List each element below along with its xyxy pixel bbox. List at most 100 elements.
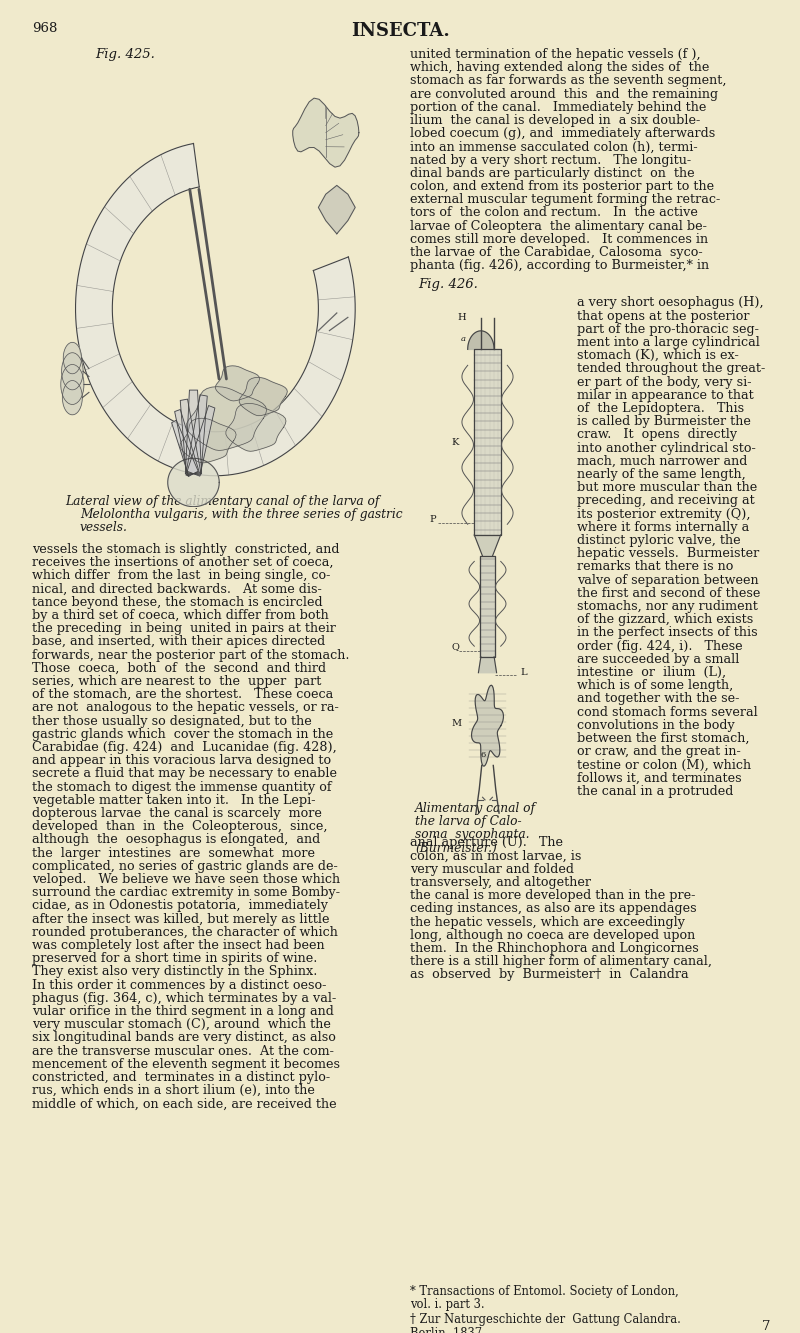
- Text: the larvae of  the Carabidae, Calosoma  syco-: the larvae of the Carabidae, Calosoma sy…: [410, 247, 702, 259]
- Text: vular orifice in the third segment in a long and: vular orifice in the third segment in a …: [32, 1005, 334, 1018]
- Text: its posterior extremity (Q),: its posterior extremity (Q),: [577, 508, 750, 521]
- Text: ceding instances, as also are its appendages: ceding instances, as also are its append…: [410, 902, 697, 916]
- Text: ilium  the canal is developed in  a six double-: ilium the canal is developed in a six do…: [410, 115, 700, 127]
- Text: base, and inserted, with their apices directed: base, and inserted, with their apices di…: [32, 636, 326, 648]
- Text: stomach (K), which is ex-: stomach (K), which is ex-: [577, 349, 738, 363]
- Text: portion of the canal.   Immediately behind the: portion of the canal. Immediately behind…: [410, 101, 706, 113]
- Text: into an immense sacculated colon (h), termi-: into an immense sacculated colon (h), te…: [410, 140, 698, 153]
- Text: Carabidae (fig. 424)  and  Lucanidae (fig. 428),: Carabidae (fig. 424) and Lucanidae (fig.…: [32, 741, 337, 754]
- Text: six longitudinal bands are very distinct, as also: six longitudinal bands are very distinct…: [32, 1032, 336, 1044]
- Text: surround the cardiac extremity in some Bomby-: surround the cardiac extremity in some B…: [32, 886, 340, 900]
- Text: the first and second of these: the first and second of these: [577, 587, 760, 600]
- Text: long, although no coeca are developed upon: long, although no coeca are developed up…: [410, 929, 695, 942]
- Text: series, which are nearest to  the  upper  part: series, which are nearest to the upper p…: [32, 674, 322, 688]
- Text: that opens at the posterior: that opens at the posterior: [577, 309, 750, 323]
- Text: there is a still higher form of alimentary canal,: there is a still higher form of alimenta…: [410, 956, 712, 968]
- Text: lobed coecum (g), and  immediately afterwards: lobed coecum (g), and immediately afterw…: [410, 127, 715, 140]
- Text: * Transactions of Entomol. Society of London,: * Transactions of Entomol. Society of Lo…: [410, 1285, 678, 1298]
- Text: middle of which, on each side, are received the: middle of which, on each side, are recei…: [32, 1097, 337, 1110]
- Text: 7: 7: [762, 1320, 770, 1333]
- Text: but more muscular than the: but more muscular than the: [577, 481, 758, 495]
- Text: valve of separation between: valve of separation between: [577, 573, 758, 587]
- Text: cidae, as in Odonestis potatoria,  immediately: cidae, as in Odonestis potatoria, immedi…: [32, 900, 328, 912]
- Text: veloped.   We believe we have seen those which: veloped. We believe we have seen those w…: [32, 873, 340, 886]
- Text: er part of the body, very si-: er part of the body, very si-: [577, 376, 751, 389]
- Text: intestine  or  ilium  (L),: intestine or ilium (L),: [577, 666, 726, 678]
- Text: hepatic vessels.  Burmeister: hepatic vessels. Burmeister: [577, 548, 759, 560]
- Text: anal aperture (U).   The: anal aperture (U). The: [410, 836, 563, 849]
- Text: which, having extended along the sides of  the: which, having extended along the sides o…: [410, 61, 710, 75]
- Text: nearly of the same length,: nearly of the same length,: [577, 468, 746, 481]
- Text: are succeeded by a small: are succeeded by a small: [577, 653, 739, 665]
- Text: very muscular stomach (C), around  which the: very muscular stomach (C), around which …: [32, 1018, 331, 1032]
- Text: vessels.: vessels.: [80, 521, 128, 535]
- Text: Berlin, 1837.: Berlin, 1837.: [410, 1326, 486, 1333]
- Text: the larva of Calo-: the larva of Calo-: [415, 816, 522, 828]
- Text: Fig. 425.: Fig. 425.: [95, 48, 155, 61]
- Text: and appear in this voracious larva designed to: and appear in this voracious larva desig…: [32, 754, 331, 768]
- Text: are the transverse muscular ones.  At the com-: are the transverse muscular ones. At the…: [32, 1045, 334, 1057]
- Text: in the perfect insects of this: in the perfect insects of this: [577, 627, 758, 640]
- Text: mencement of the eleventh segment it becomes: mencement of the eleventh segment it bec…: [32, 1058, 340, 1070]
- Text: They exist also very distinctly in the Sphinx.: They exist also very distinctly in the S…: [32, 965, 318, 978]
- Text: into another cylindrical sto-: into another cylindrical sto-: [577, 441, 756, 455]
- Text: the hepatic vessels, which are exceedingly: the hepatic vessels, which are exceeding…: [410, 916, 685, 929]
- Text: the stomach to digest the immense quantity of: the stomach to digest the immense quanti…: [32, 781, 332, 793]
- Text: of  the Lepidoptera.   This: of the Lepidoptera. This: [577, 403, 744, 415]
- Text: † Zur Naturgeschichte der  Gattung Calandra.: † Zur Naturgeschichte der Gattung Caland…: [410, 1313, 681, 1326]
- Text: phagus (fig. 364, c), which terminates by a val-: phagus (fig. 364, c), which terminates b…: [32, 992, 336, 1005]
- Text: constricted, and  terminates in a distinct pylo-: constricted, and terminates in a distinc…: [32, 1070, 330, 1084]
- Text: milar in appearance to that: milar in appearance to that: [577, 389, 754, 401]
- Text: receives the insertions of another set of coeca,: receives the insertions of another set o…: [32, 556, 334, 569]
- Text: nated by a very short rectum.   The longitu-: nated by a very short rectum. The longit…: [410, 153, 691, 167]
- Text: INSECTA.: INSECTA.: [350, 23, 450, 40]
- Text: Melolontha vulgaris, with the three series of gastric: Melolontha vulgaris, with the three seri…: [80, 508, 402, 521]
- Text: where it forms internally a: where it forms internally a: [577, 521, 750, 533]
- Text: larvae of Coleoptera  the alimentary canal be-: larvae of Coleoptera the alimentary cana…: [410, 220, 707, 232]
- Text: rounded protuberances, the character of which: rounded protuberances, the character of …: [32, 926, 338, 938]
- Text: cond stomach forms several: cond stomach forms several: [577, 705, 758, 718]
- Text: vol. i. part 3.: vol. i. part 3.: [410, 1298, 485, 1312]
- Text: are not  analogous to the hepatic vessels, or ra-: are not analogous to the hepatic vessels…: [32, 701, 338, 714]
- Text: distinct pyloric valve, the: distinct pyloric valve, the: [577, 535, 741, 547]
- Text: complicated, no series of gastric glands are de-: complicated, no series of gastric glands…: [32, 860, 338, 873]
- Text: soma  sycophanta.: soma sycophanta.: [415, 828, 530, 841]
- Text: ment into a large cylindrical: ment into a large cylindrical: [577, 336, 760, 349]
- Text: as  observed  by  Burmeister†  in  Calandra: as observed by Burmeister† in Calandra: [410, 968, 689, 981]
- Text: dopterous larvae  the canal is scarcely  more: dopterous larvae the canal is scarcely m…: [32, 806, 322, 820]
- Text: although  the  oesophagus is elongated,  and: although the oesophagus is elongated, an…: [32, 833, 320, 846]
- Text: which is of some length,: which is of some length,: [577, 680, 734, 692]
- Text: was completely lost after the insect had been: was completely lost after the insect had…: [32, 938, 325, 952]
- Text: dinal bands are particularly distinct  on  the: dinal bands are particularly distinct on…: [410, 167, 694, 180]
- Text: (Burmeister.): (Burmeister.): [415, 841, 497, 854]
- Text: tance beyond these, the stomach is encircled: tance beyond these, the stomach is encir…: [32, 596, 322, 609]
- Text: order (fig. 424, i).   These: order (fig. 424, i). These: [577, 640, 742, 653]
- Text: a very short oesophagus (H),: a very short oesophagus (H),: [577, 296, 764, 309]
- Text: are convoluted around  this  and  the remaining: are convoluted around this and the remai…: [410, 88, 718, 100]
- Text: craw.   It  opens  directly: craw. It opens directly: [577, 428, 737, 441]
- Text: of the stomach, are the shortest.   These coeca: of the stomach, are the shortest. These …: [32, 688, 334, 701]
- Text: follows it, and terminates: follows it, and terminates: [577, 772, 742, 785]
- Text: transversely, and altogether: transversely, and altogether: [410, 876, 591, 889]
- Text: Those  coeca,  both  of  the  second  and third: Those coeca, both of the second and thir…: [32, 661, 326, 674]
- Text: between the first stomach,: between the first stomach,: [577, 732, 750, 745]
- Text: by a third set of coeca, which differ from both: by a third set of coeca, which differ fr…: [32, 609, 329, 623]
- Text: ther those usually so designated, but to the: ther those usually so designated, but to…: [32, 714, 312, 728]
- Text: 968: 968: [32, 23, 58, 35]
- Text: or craw, and the great in-: or craw, and the great in-: [577, 745, 741, 758]
- Text: remarks that there is no: remarks that there is no: [577, 560, 734, 573]
- Text: the canal is more developed than in the pre-: the canal is more developed than in the …: [410, 889, 695, 902]
- Text: the  larger  intestines  are  somewhat  more: the larger intestines are somewhat more: [32, 846, 315, 860]
- Text: which differ  from the last  in being single, co-: which differ from the last in being sing…: [32, 569, 330, 583]
- Text: In this order it commences by a distinct oeso-: In this order it commences by a distinct…: [32, 978, 326, 992]
- Text: vegetable matter taken into it.   In the Lepi-: vegetable matter taken into it. In the L…: [32, 793, 315, 806]
- Text: the preceding  in being  united in pairs at their: the preceding in being united in pairs a…: [32, 623, 336, 636]
- Text: of the gizzard, which exists: of the gizzard, which exists: [577, 613, 754, 627]
- Text: mach, much narrower and: mach, much narrower and: [577, 455, 747, 468]
- Text: convolutions in the body: convolutions in the body: [577, 718, 734, 732]
- Text: and together with the se-: and together with the se-: [577, 692, 739, 705]
- Text: secrete a fluid that may be necessary to enable: secrete a fluid that may be necessary to…: [32, 768, 337, 780]
- Text: developed  than  in  the  Coleopterous,  since,: developed than in the Coleopterous, sinc…: [32, 820, 327, 833]
- Text: tended throughout the great-: tended throughout the great-: [577, 363, 766, 376]
- Text: phanta (fig. 426), according to Burmeister,* in: phanta (fig. 426), according to Burmeist…: [410, 259, 709, 272]
